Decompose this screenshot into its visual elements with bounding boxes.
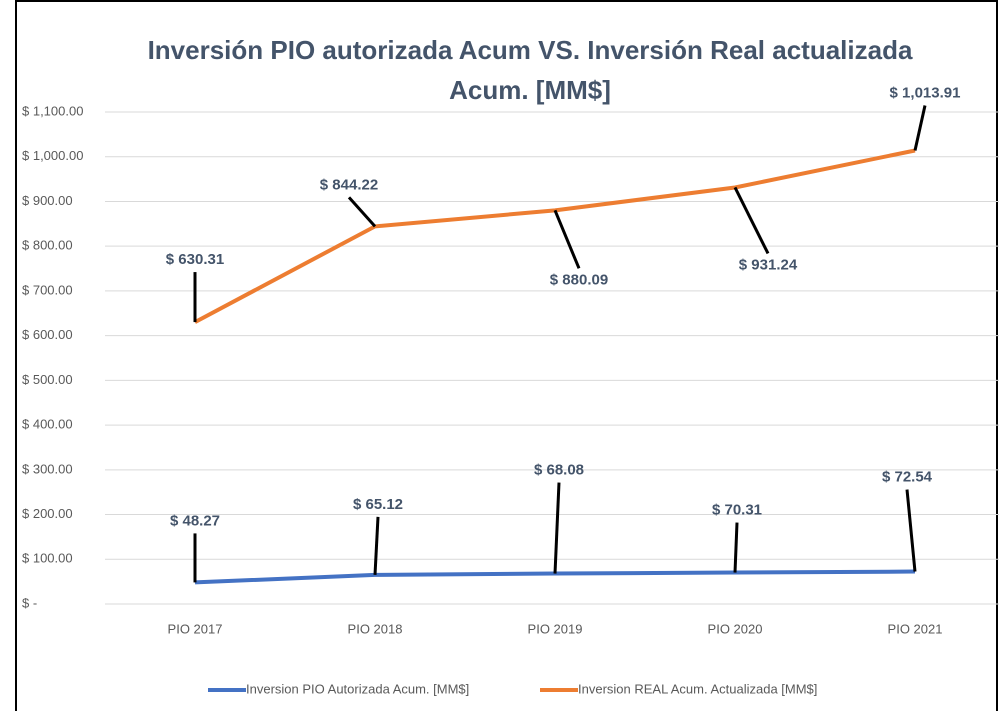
chart-title: Inversión PIO autorizada Acum VS. Invers… bbox=[147, 35, 913, 105]
y-tick-label: $ 900.00 bbox=[22, 193, 73, 208]
leader-line bbox=[913, 105, 927, 151]
data-label: $ 931.24 bbox=[739, 256, 798, 273]
data-label: $ 844.22 bbox=[320, 176, 378, 193]
data-label: $ 70.31 bbox=[712, 502, 762, 519]
data-label: $ 880.09 bbox=[550, 271, 608, 288]
data-label: $ 68.08 bbox=[534, 462, 584, 479]
y-tick-label: $ 200.00 bbox=[22, 506, 73, 521]
data-label: $ 65.12 bbox=[353, 496, 403, 513]
y-tick-label: $ 100.00 bbox=[22, 551, 73, 566]
series-line bbox=[194, 148, 916, 324]
series-line bbox=[194, 569, 916, 585]
data-label: $ 48.27 bbox=[170, 512, 220, 529]
leader-line bbox=[733, 522, 739, 573]
leader-line bbox=[373, 516, 380, 575]
y-tick-label: $ 400.00 bbox=[22, 417, 73, 432]
y-tick-label: $ 1,100.00 bbox=[22, 103, 83, 118]
chart-frame bbox=[15, 0, 998, 711]
leader-line bbox=[905, 489, 917, 572]
leader-line bbox=[553, 482, 561, 574]
y-tick-label: $ - bbox=[22, 595, 37, 610]
legend-label: Inversion PIO Autorizada Acum. [MM$] bbox=[246, 681, 469, 696]
y-tick-label: $ 700.00 bbox=[22, 282, 73, 297]
data-label: $ 1,013.91 bbox=[890, 84, 961, 101]
x-tick-label: PIO 2021 bbox=[888, 621, 943, 636]
y-tick-label: $ 1,000.00 bbox=[22, 148, 83, 163]
leader-line bbox=[733, 186, 770, 255]
data-label: $ 630.31 bbox=[166, 251, 224, 268]
y-tick-label: $ 500.00 bbox=[22, 372, 73, 387]
data-label: $ 72.54 bbox=[882, 469, 933, 486]
x-tick-label: PIO 2017 bbox=[168, 621, 223, 636]
x-tick-label: PIO 2019 bbox=[528, 621, 583, 636]
legend-label: Inversion REAL Acum. Actualizada [MM$] bbox=[578, 681, 817, 696]
leader-line bbox=[347, 196, 377, 228]
leader-line bbox=[553, 209, 581, 269]
x-tick-label: PIO 2018 bbox=[348, 621, 403, 636]
x-tick-label: PIO 2020 bbox=[708, 621, 763, 636]
y-tick-label: $ 800.00 bbox=[22, 238, 73, 253]
y-tick-label: $ 300.00 bbox=[22, 461, 73, 476]
y-tick-label: $ 600.00 bbox=[22, 327, 73, 342]
